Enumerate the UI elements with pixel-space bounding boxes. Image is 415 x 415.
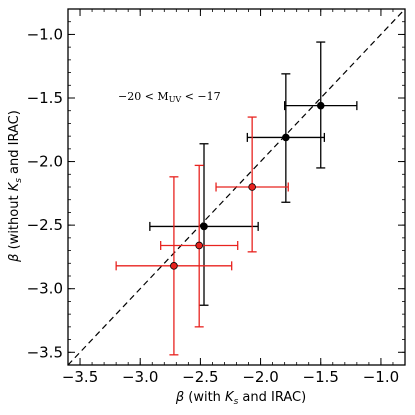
y-axis-label: β (without Ks and IRAC) xyxy=(7,110,24,263)
x-tick-label: −2.5 xyxy=(182,368,218,386)
y-tick-label: −1.0 xyxy=(27,25,63,43)
x-tick-label: −1.5 xyxy=(303,368,339,386)
magnitude-range-annotation: −20 < MUV < −17 xyxy=(118,90,221,104)
data-point xyxy=(195,241,203,250)
data-point-group xyxy=(215,116,289,253)
data-point-group xyxy=(283,41,358,169)
data-point-group xyxy=(246,73,326,203)
data-point xyxy=(282,133,290,142)
x-tick-label: −2.0 xyxy=(242,368,278,386)
axis-ticks: −3.5 −3.0 −2.5 −2.0 −1.5 −1.0 −3.5 −3.0 −2.5 −2.0… xyxy=(27,8,406,386)
annotation-suffix: < −17 xyxy=(181,90,220,103)
data-point-group xyxy=(160,164,239,328)
plot-area xyxy=(68,9,405,365)
data-point xyxy=(170,262,178,270)
x-axis-label: β (with Ks and IRAC) xyxy=(175,390,306,407)
data-point xyxy=(200,222,208,231)
annotation-prefix: −20 < M xyxy=(118,90,169,103)
x-tick-label: −3.0 xyxy=(122,368,158,386)
x-tick-label: −3.5 xyxy=(62,368,98,386)
y-tick-label: −3.0 xyxy=(27,280,63,298)
y-tick-label: −1.5 xyxy=(27,89,63,107)
x-tick-label: −1.0 xyxy=(363,368,399,386)
y-tick-label: −3.5 xyxy=(27,343,63,361)
annotation-subscript: UV xyxy=(169,95,182,104)
data-point xyxy=(248,183,256,191)
y-tick-label: −2.0 xyxy=(27,153,63,171)
y-tick-label: −2.5 xyxy=(27,216,63,234)
data-point xyxy=(316,101,325,110)
data-point-group xyxy=(115,176,233,356)
data-point-group xyxy=(149,143,259,306)
